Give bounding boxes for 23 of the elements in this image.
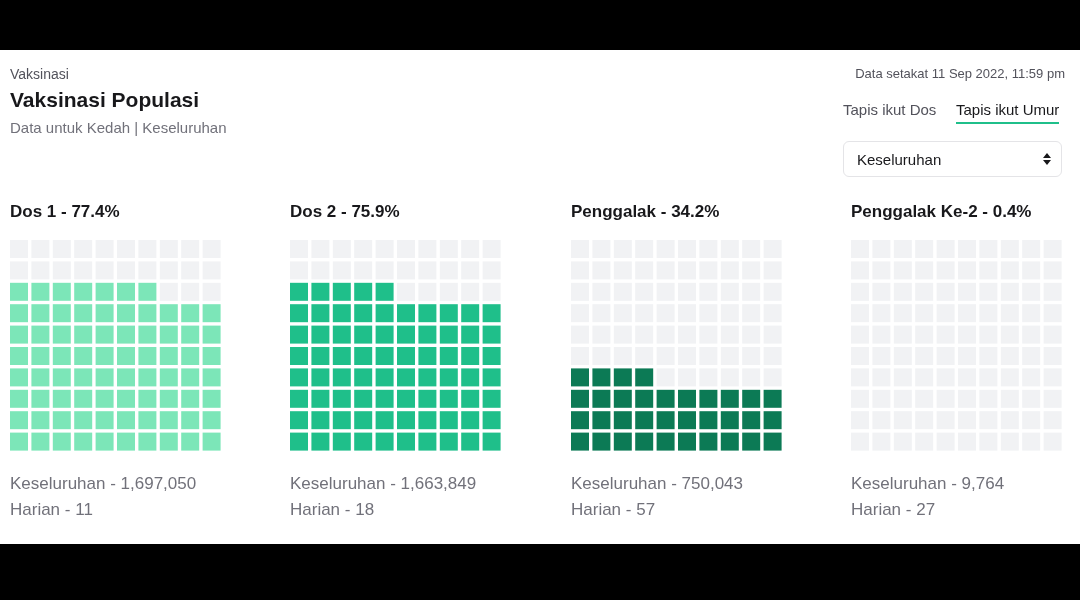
text: Keseluruhan - 1,663,849: [290, 474, 478, 494]
text: Tapis ikut Dos: [843, 101, 937, 118]
text: Data untuk Kedah | Keseluruhan: [10, 119, 227, 136]
text: Vaksinasi Populasi: [10, 88, 200, 112]
data-label: 75.9%: [351, 202, 400, 222]
text: Data setakat 11 Sep 2022, 11:59 pm: [855, 66, 1065, 81]
text: Keseluruhan - 750,043: [571, 474, 745, 494]
text: Harian - 11: [10, 500, 94, 520]
text: Tapis ikut Umur: [956, 101, 1060, 124]
text: Harian - 18: [290, 500, 376, 520]
text: Dos 2 -: [290, 202, 347, 222]
text: Keseluruhan - 9,764: [851, 474, 1006, 494]
text: Harian - 57: [571, 500, 657, 520]
text: Penggalak -: [571, 202, 667, 222]
data-label: 0.4%: [992, 202, 1032, 222]
text: Keseluruhan: [857, 151, 942, 168]
text: Keseluruhan - 1,697,050: [10, 474, 198, 494]
data-label: 77.4%: [71, 202, 120, 222]
text: Penggalak Ke-2 -: [851, 202, 988, 222]
text: Harian - 27: [851, 500, 937, 520]
text: Vaksinasi: [10, 66, 69, 82]
data-label: 34.2%: [671, 202, 720, 222]
text: Dos 1 -: [10, 202, 67, 222]
